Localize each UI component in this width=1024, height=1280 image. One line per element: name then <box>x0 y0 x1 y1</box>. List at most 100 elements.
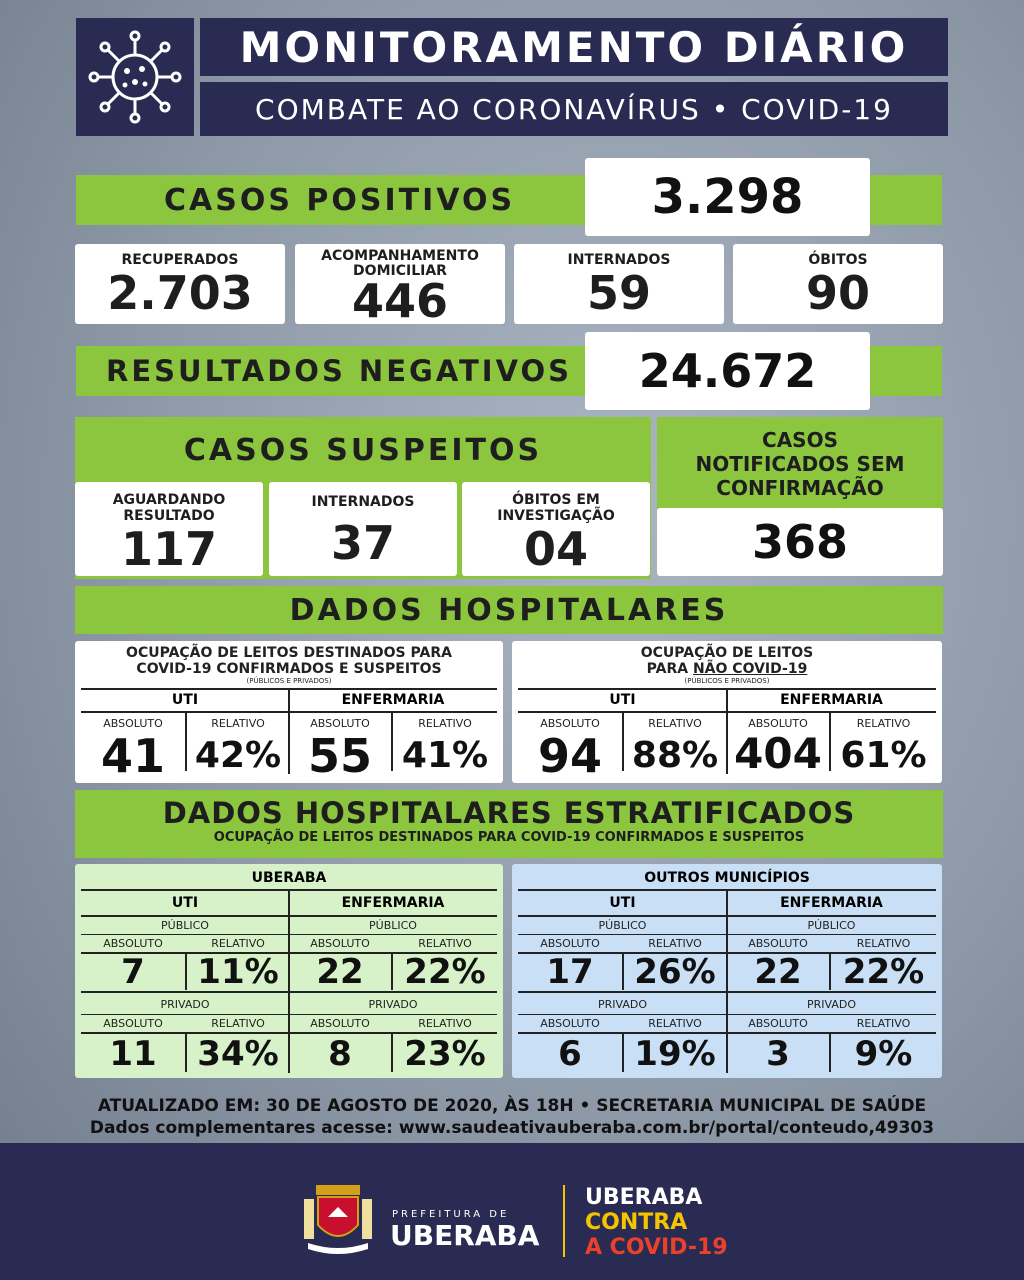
covid-title-c: CONFIRMADOS E SUSPEITOS <box>216 661 442 677</box>
uberaba-pub-enf-abs: 22 <box>316 952 364 992</box>
outros-enf-publico: PÚBLICO <box>807 919 856 932</box>
nao-covid-title-c: NÃO COVID-19 <box>692 661 808 677</box>
nao-covid-uti-rel: 88% <box>631 735 719 776</box>
outros-priv-enf-rel: 9% <box>854 1034 913 1074</box>
uberaba-enf-publico: PÚBLICO <box>369 919 417 932</box>
nao-covid-uti-rel-label: RELATIVO <box>648 717 702 730</box>
nao-covid-enf-abs-label: ABSOLUTO <box>748 717 808 730</box>
suspeitos-label: CASOS SUSPEITOS <box>183 432 543 468</box>
suspeito-aguardando: AGUARDANDO RESULTADO 117 <box>75 482 263 576</box>
covid-uti-abs-label: ABSOLUTO <box>103 717 163 730</box>
uberaba-uti-header: UTI <box>171 895 199 911</box>
nao-covid-uti-header: UTI <box>609 692 636 708</box>
outros-priv-uti-abs: 6 <box>558 1034 582 1074</box>
nao-covid-enf-rel: 61% <box>840 735 927 776</box>
outros-pub-enf-rel: 22% <box>842 952 925 992</box>
negativos-value: 24.672 <box>585 332 870 410</box>
nao-covid-beds-panel: OCUPAÇÃO DE LEITOS PARA NÃO COVID-19 (PÚ… <box>512 641 942 783</box>
uberaba-uti-publico: PÚBLICO <box>161 919 209 932</box>
uberaba-priv-enf-abs-label: ABSOLUTO <box>310 1017 370 1030</box>
prefeitura-city: UBERABA <box>390 1219 540 1252</box>
covid-uti-abs: 41 <box>100 729 165 783</box>
covid-enf-header: ENFERMARIA <box>341 692 445 708</box>
stat-label: ACOMPANHAMENTO DOMICILIAR <box>321 248 479 279</box>
outros-priv-enf-abs: 3 <box>766 1034 790 1074</box>
uberaba-pub-enf-rel-label: RELATIVO <box>418 937 472 950</box>
complement-link[interactable]: Dados complementares acesse: www.saudeat… <box>89 1118 935 1138</box>
uberaba-pub-uti-abs: 7 <box>121 952 145 992</box>
nao-covid-enf-abs: 404 <box>734 729 822 778</box>
notificados-panel <box>657 417 943 509</box>
outros-priv-enf-rel-label: RELATIVO <box>856 1017 911 1030</box>
outros-pub-enf-abs-label: ABSOLUTO <box>748 937 808 950</box>
stat-label: RECUPERADOS <box>121 252 239 268</box>
covid-enf-abs: 55 <box>307 729 372 783</box>
suspeito-label: AGUARDANDO RESULTADO <box>112 492 226 524</box>
outros-enf-header: ENFERMARIA <box>780 895 883 911</box>
uberaba-priv-uti-rel: 34% <box>197 1034 279 1074</box>
outros-pub-uti-abs-label: ABSOLUTO <box>540 937 600 950</box>
suspeito-value: 04 <box>523 522 588 576</box>
suspeito-label: INTERNADOS <box>311 494 415 510</box>
slogan-line-1: UBERABA <box>585 1185 703 1210</box>
stat-obitos: ÓBITOS 90 <box>733 244 943 324</box>
outros-uti-publico: PÚBLICO <box>598 919 647 932</box>
uberaba-pub-uti-rel: 11% <box>197 952 279 992</box>
suspeito-value: 117 <box>120 522 218 576</box>
outros-priv-uti-rel: 19% <box>634 1034 716 1074</box>
estratificados-title: DADOS HOSPITALARES ESTRATIFICADOS <box>162 796 856 830</box>
uberaba-priv-enf-abs: 8 <box>328 1034 352 1074</box>
uberaba-priv-uti-abs: 11 <box>109 1034 157 1074</box>
estratificados-header: DADOS HOSPITALARES ESTRATIFICADOS OCUPAÇ… <box>75 790 943 858</box>
covid-uti-rel: 42% <box>194 735 282 776</box>
footer: PREFEITURA DE UBERABA UBERABA CONTRA A C… <box>0 1143 1024 1280</box>
uberaba-priv-enf-rel: 23% <box>404 1034 486 1074</box>
outros-pub-uti-abs: 17 <box>546 952 594 992</box>
positivos-value: 3.298 <box>585 158 870 236</box>
uberaba-pub-enf-rel: 22% <box>404 952 486 992</box>
stat-value: 59 <box>586 266 651 320</box>
outros-pub-uti-rel-label: RELATIVO <box>648 937 702 950</box>
suspeito-value: 37 <box>330 516 395 570</box>
covid-title-a: OCUPAÇÃO DE LEITOS DESTINADOS PARA <box>126 645 452 661</box>
header-logo <box>76 18 194 136</box>
uberaba-pub-uti-rel-label: RELATIVO <box>211 937 265 950</box>
slogan-line-3: A COVID-19 <box>585 1235 728 1260</box>
nao-covid-enf-rel-label: RELATIVO <box>856 717 911 730</box>
footer-divider <box>563 1185 565 1257</box>
prefeitura-label: PREFEITURA DE <box>392 1209 510 1220</box>
nao-covid-title-a: OCUPAÇÃO DE LEITOS <box>640 645 814 661</box>
suspeito-internados: INTERNADOS 37 <box>269 482 457 576</box>
uberaba-pub-enf-abs-label: ABSOLUTO <box>310 937 370 950</box>
uberaba-priv-uti-abs-label: ABSOLUTO <box>103 1017 163 1030</box>
covid-title-b: COVID-19 <box>136 661 212 677</box>
stat-value: 90 <box>805 266 870 320</box>
uberaba-title: UBERABA <box>251 870 327 886</box>
outros-uti-privado: PRIVADO <box>598 998 647 1011</box>
suspeito-label: ÓBITOS EM INVESTIGAÇÃO <box>497 492 615 524</box>
estratificados-subtitle: OCUPAÇÃO DE LEITOS DESTINADOS PARA COVID… <box>213 830 805 845</box>
outros-pub-enf-rel-label: RELATIVO <box>856 937 911 950</box>
outros-enf-privado: PRIVADO <box>807 998 856 1011</box>
uberaba-uti-privado: PRIVADO <box>160 998 210 1011</box>
uberaba-panel: UBERABA UTI ENFERMARIA PÚBLICO PÚBLICO A… <box>75 864 503 1078</box>
page-subtitle: COMBATE AO CORONAVÍRUS • COVID-19 <box>200 82 948 136</box>
covid-uti-rel-label: RELATIVO <box>211 717 265 730</box>
stat-internados: INTERNADOS 59 <box>514 244 724 324</box>
notificados-value: 368 <box>657 508 943 576</box>
outros-priv-uti-abs-label: ABSOLUTO <box>540 1017 600 1030</box>
outros-pub-enf-abs: 22 <box>754 952 802 992</box>
nao-covid-note: (PÚBLICOS E PRIVADOS) <box>684 677 770 685</box>
outros-priv-uti-rel-label: RELATIVO <box>648 1017 702 1030</box>
uberaba-enf-privado: PRIVADO <box>368 998 418 1011</box>
covid-beds-panel: OCUPAÇÃO DE LEITOS DESTINADOS PARA COVID… <box>75 641 503 783</box>
outros-priv-enf-abs-label: ABSOLUTO <box>748 1017 808 1030</box>
stat-value: 2.703 <box>107 266 253 320</box>
stat-label: INTERNADOS <box>567 252 671 268</box>
outros-title: OUTROS MUNICÍPIOS <box>644 870 810 886</box>
outros-uti-header: UTI <box>609 895 636 911</box>
stat-value: 446 <box>351 274 449 328</box>
stat-label: ÓBITOS <box>808 252 868 268</box>
outros-panel: OUTROS MUNICÍPIOS UTI ENFERMARIA PÚBLICO… <box>512 864 942 1078</box>
covid-enf-rel-label: RELATIVO <box>418 717 472 730</box>
